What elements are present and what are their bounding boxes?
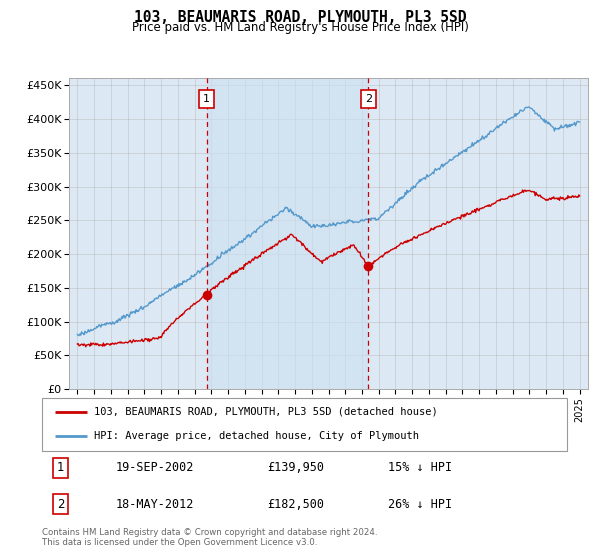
Text: 19-SEP-2002: 19-SEP-2002 [115, 461, 194, 474]
Text: 26% ↓ HPI: 26% ↓ HPI [389, 497, 452, 511]
Text: £182,500: £182,500 [268, 497, 325, 511]
Text: £139,950: £139,950 [268, 461, 325, 474]
Text: 103, BEAUMARIS ROAD, PLYMOUTH, PL3 5SD: 103, BEAUMARIS ROAD, PLYMOUTH, PL3 5SD [134, 10, 466, 25]
Text: 2: 2 [365, 94, 372, 104]
Text: 103, BEAUMARIS ROAD, PLYMOUTH, PL3 5SD (detached house): 103, BEAUMARIS ROAD, PLYMOUTH, PL3 5SD (… [95, 407, 438, 417]
Text: 18-MAY-2012: 18-MAY-2012 [115, 497, 194, 511]
Bar [206, 78, 368, 389]
Text: 15% ↓ HPI: 15% ↓ HPI [389, 461, 452, 474]
Text: Price paid vs. HM Land Registry's House Price Index (HPI): Price paid vs. HM Land Registry's House … [131, 21, 469, 34]
Text: 2: 2 [56, 497, 64, 511]
Text: 1: 1 [203, 94, 210, 104]
Text: HPI: Average price, detached house, City of Plymouth: HPI: Average price, detached house, City… [95, 431, 419, 441]
Text: 1: 1 [56, 461, 64, 474]
Text: Contains HM Land Registry data © Crown copyright and database right 2024.
This d: Contains HM Land Registry data © Crown c… [42, 528, 377, 547]
